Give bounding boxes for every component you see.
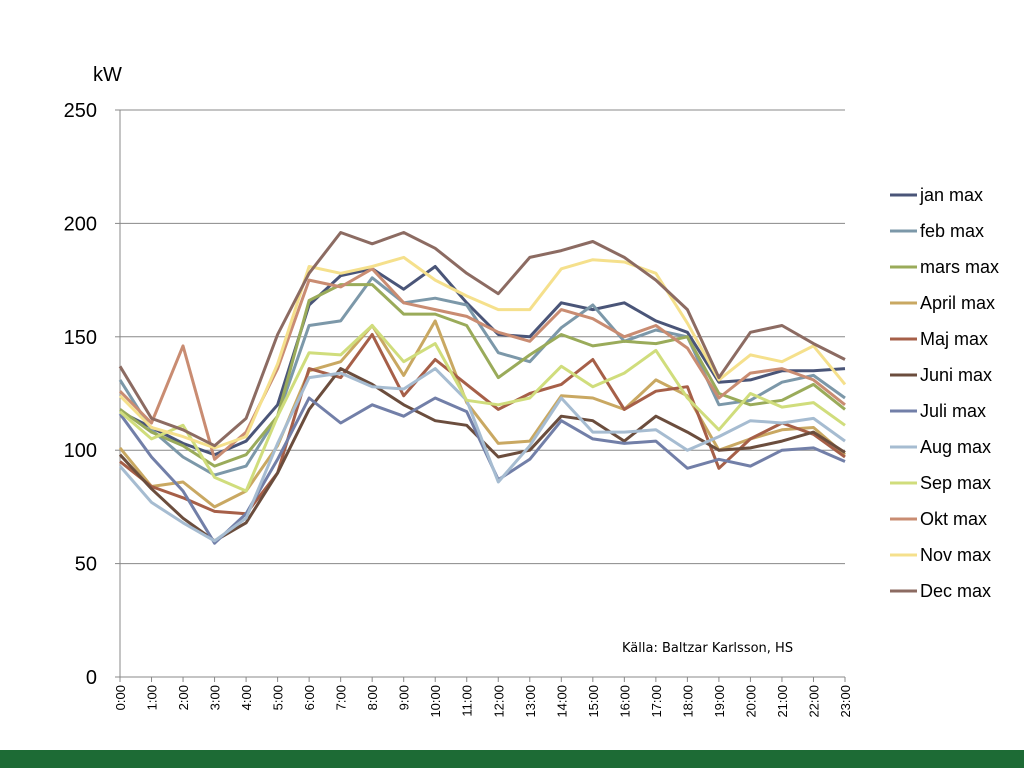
y-tick-label: 150 <box>64 327 97 349</box>
x-tick-label: 12:00 <box>491 685 506 718</box>
series-line-okt-max <box>118 267 846 461</box>
legend-label: Juni max <box>920 365 992 385</box>
x-tick-label: 14:00 <box>554 685 569 718</box>
y-axis-unit-label: kW <box>93 64 122 86</box>
legend-label: feb max <box>920 221 984 241</box>
x-tick-label: 22:00 <box>806 685 821 718</box>
x-tick-label: 7:00 <box>334 685 349 710</box>
legend-label: April max <box>920 293 995 313</box>
y-tick-label: 100 <box>64 440 97 462</box>
x-tick-label: 23:00 <box>838 685 853 718</box>
gridlines <box>120 109 845 565</box>
legend-label: Dec max <box>920 581 991 601</box>
series-line-dec-max <box>118 231 846 448</box>
legend-label: mars max <box>920 257 999 277</box>
series-line-juni-max <box>118 367 846 543</box>
legend: jan max feb max mars max April max Maj max Ju… <box>890 185 999 601</box>
x-tick-label: 13:00 <box>523 685 538 718</box>
legend-label: Maj max <box>920 329 988 349</box>
series-lines <box>118 231 847 545</box>
y-axis-tick-labels: 0 50 100 150 200 250 <box>64 100 97 689</box>
x-tick-label: 0:00 <box>113 685 128 710</box>
series-line-aug-max <box>118 367 846 543</box>
x-axis-tick-labels: 0:00 1:00 2:00 3:00 4:00 5:00 6:00 7:00 8:00 9:00… <box>113 685 853 718</box>
axes <box>115 109 846 682</box>
x-tick-label: 1:00 <box>145 685 160 710</box>
x-tick-label: 16:00 <box>617 685 632 718</box>
series-line-nov-max <box>118 255 847 450</box>
footer-bar <box>0 750 1024 768</box>
y-tick-label: 0 <box>86 667 97 689</box>
x-tick-label: 5:00 <box>271 685 286 710</box>
x-tick-label: 3:00 <box>208 685 223 710</box>
x-tick-label: 21:00 <box>775 685 790 718</box>
legend-label: Sep max <box>920 473 991 493</box>
x-tick-label: 20:00 <box>743 685 758 718</box>
x-tick-label: 10:00 <box>428 685 443 718</box>
legend-label: Aug max <box>920 437 991 457</box>
series-line-maj-max <box>119 333 846 516</box>
x-tick-label: 18:00 <box>680 685 695 718</box>
x-tick-label: 11:00 <box>460 685 475 717</box>
legend-label: Nov max <box>920 545 991 565</box>
legend-label: jan max <box>919 185 983 205</box>
y-tick-label: 50 <box>75 554 97 576</box>
x-tick-label: 9:00 <box>397 685 412 710</box>
x-tick-label: 15:00 <box>586 685 601 718</box>
series-line-sep-max <box>119 324 846 493</box>
legend-label: Juli max <box>920 401 986 421</box>
x-tick-label: 8:00 <box>365 685 380 710</box>
y-tick-label: 200 <box>64 213 97 235</box>
x-tick-label: 19:00 <box>712 685 727 718</box>
x-tick-label: 2:00 <box>176 685 191 710</box>
series-line-juli-max <box>118 396 846 545</box>
x-tick-label: 17:00 <box>649 685 664 718</box>
y-tick-label: 250 <box>64 100 97 122</box>
series-line-feb-max <box>118 276 846 477</box>
legend-label: Okt max <box>920 509 987 529</box>
source-note: Källa: Baltzar Karlsson, HS <box>622 641 793 656</box>
x-tick-label: 6:00 <box>302 685 317 710</box>
x-tick-label: 4:00 <box>239 685 254 710</box>
series-line-jan-max <box>119 265 846 457</box>
